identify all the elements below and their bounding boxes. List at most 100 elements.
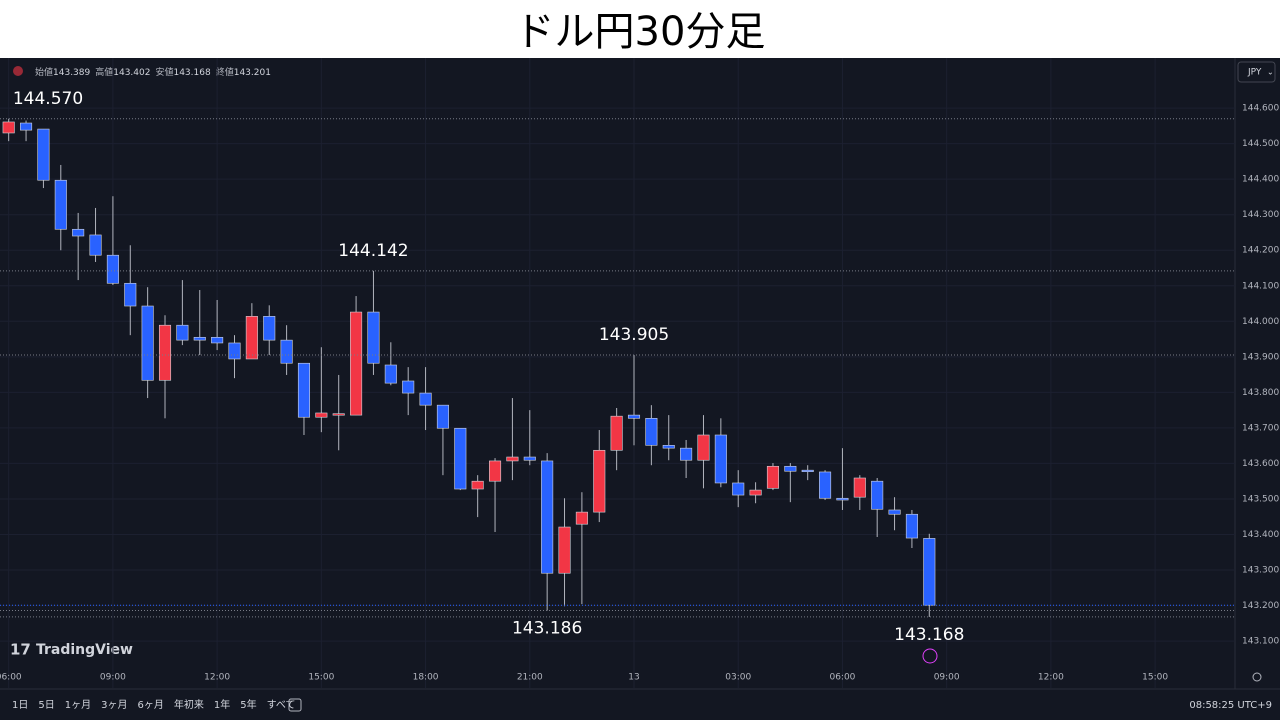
y-tick-label: 143.100 <box>1242 637 1279 647</box>
candle-body <box>905 513 918 539</box>
y-tick-label: 143.400 <box>1242 530 1279 540</box>
currency-button[interactable] <box>1237 61 1276 83</box>
alert-icon[interactable] <box>922 648 938 664</box>
legend-name: 安値 <box>155 66 173 78</box>
candle-body <box>332 413 345 416</box>
candle-body <box>819 471 832 499</box>
range-button[interactable]: 1年 <box>214 698 230 711</box>
candle-body <box>315 412 328 418</box>
candle-body <box>89 234 102 256</box>
candle-body <box>575 511 588 525</box>
candle-body <box>350 311 363 416</box>
candle-body <box>158 324 172 381</box>
candle-body <box>72 228 85 237</box>
range-button[interactable]: 5日 <box>38 700 54 711</box>
candle-body <box>263 316 276 341</box>
range-button[interactable]: 5年 <box>240 698 256 711</box>
x-tick-label: 12:00 <box>1038 673 1064 683</box>
x-tick-label: 18:00 <box>413 673 439 683</box>
candle-body <box>836 497 849 501</box>
candle-body <box>645 418 658 446</box>
candle-body <box>384 364 397 384</box>
annotation-label: 144.570 <box>13 89 83 109</box>
x-tick-label: 06:00 <box>829 673 855 683</box>
candle-body <box>784 465 797 472</box>
candle-body <box>367 311 380 364</box>
candle-body <box>558 526 571 574</box>
x-tick-label: 13 <box>628 673 639 683</box>
range-button[interactable]: 1ヶ月 <box>65 699 91 711</box>
y-tick-label: 143.300 <box>1242 566 1279 576</box>
candle-body <box>106 254 119 284</box>
annotation-label: 143.168 <box>894 625 964 645</box>
legend-name: 始値 <box>35 66 53 78</box>
symbol-icon <box>13 66 23 76</box>
y-tick-label: 143.800 <box>1242 388 1279 398</box>
candle-body <box>610 415 623 451</box>
clock: 08:58:25 UTC+9 <box>1189 700 1272 711</box>
range-button[interactable]: すべて <box>267 699 296 711</box>
candle-body <box>193 336 206 341</box>
range-button[interactable]: 1日 <box>12 700 28 711</box>
legend-value: 143.168 <box>173 68 210 78</box>
y-tick-label: 143.500 <box>1242 494 1279 504</box>
candle-body <box>141 305 154 381</box>
candle-body <box>662 445 675 449</box>
y-tick-label: 144.600 <box>1242 104 1279 114</box>
candle-body <box>680 447 693 461</box>
candle-body <box>280 339 293 364</box>
candle-body <box>801 469 814 472</box>
range-button[interactable]: 3ヶ月 <box>101 699 127 711</box>
candle-body <box>228 342 241 360</box>
candle-body <box>54 179 67 230</box>
legend-name: 高値 <box>95 66 113 78</box>
candle-body <box>888 509 901 515</box>
candle-body <box>176 324 189 341</box>
y-tick-label: 144.000 <box>1242 317 1279 327</box>
candle-body <box>419 392 432 406</box>
range-button[interactable]: 6ヶ月 <box>138 699 164 711</box>
chart-title: ドル円30分足 <box>515 9 766 55</box>
candle-body <box>436 404 449 429</box>
currency-label[interactable]: JPY <box>1247 68 1262 78</box>
annotation-label: 143.186 <box>512 619 582 639</box>
candle-body <box>20 122 33 131</box>
x-tick-label: 15:00 <box>308 673 334 683</box>
candle-body <box>2 121 15 134</box>
candle-body <box>541 460 554 574</box>
candle-body <box>523 456 536 461</box>
x-tick-label: 09:00 <box>100 673 126 683</box>
legend-name: 終値 <box>216 66 234 78</box>
candle-body <box>211 336 224 344</box>
x-tick-label: 12:00 <box>204 673 230 683</box>
y-tick-label: 143.600 <box>1242 459 1279 469</box>
legend-value: 143.389 <box>53 68 90 78</box>
dropdown-arrow[interactable]: ⌄ <box>1267 68 1274 77</box>
candle-body <box>245 316 258 360</box>
x-tick-label: 03:00 <box>725 673 751 683</box>
range-button[interactable]: 年初来 <box>174 698 204 711</box>
candle-body <box>297 362 311 418</box>
y-tick-label: 144.200 <box>1242 246 1279 256</box>
candle-body <box>853 477 866 498</box>
candle-body <box>732 482 745 496</box>
x-tick-label: 15:00 <box>1142 673 1168 683</box>
y-tick-label: 144.500 <box>1242 139 1279 149</box>
candle-body <box>471 480 484 490</box>
x-tick-label: 09:00 <box>934 673 960 683</box>
y-tick-label: 143.700 <box>1242 423 1279 433</box>
candle-body <box>593 449 606 513</box>
candle-body <box>489 460 502 482</box>
ohlc-legend: 始値143.389 高値143.402 安値143.168 終値143.201 <box>35 66 271 78</box>
candle-body <box>124 282 137 307</box>
x-tick-label: 21:00 <box>517 673 543 683</box>
settings-icon[interactable] <box>1252 672 1262 682</box>
date-range-icon[interactable] <box>288 698 302 712</box>
candle-body <box>749 489 762 496</box>
y-tick-label: 144.400 <box>1242 175 1279 185</box>
candle-body <box>37 128 50 181</box>
legend-value: 143.402 <box>113 68 150 78</box>
chart-background <box>0 58 1280 720</box>
